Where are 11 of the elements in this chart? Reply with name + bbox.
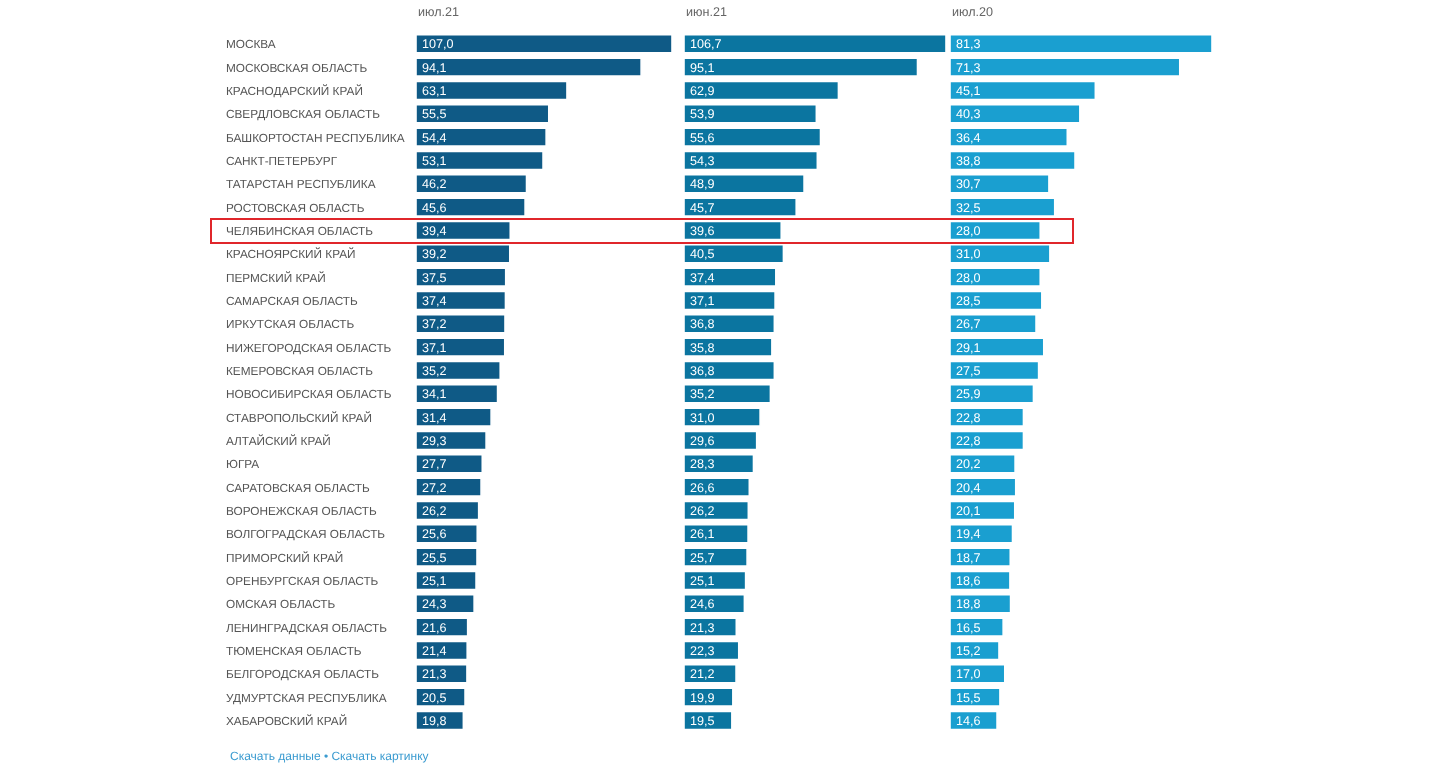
bar [950, 150, 1076, 171]
bar [950, 290, 1043, 311]
bar [684, 80, 840, 101]
bar [416, 80, 568, 101]
bar [950, 80, 1097, 101]
bar [950, 360, 1040, 381]
bar [416, 150, 544, 171]
bar [416, 220, 512, 241]
bar [684, 150, 819, 171]
bar [416, 290, 507, 311]
bar [684, 290, 776, 311]
